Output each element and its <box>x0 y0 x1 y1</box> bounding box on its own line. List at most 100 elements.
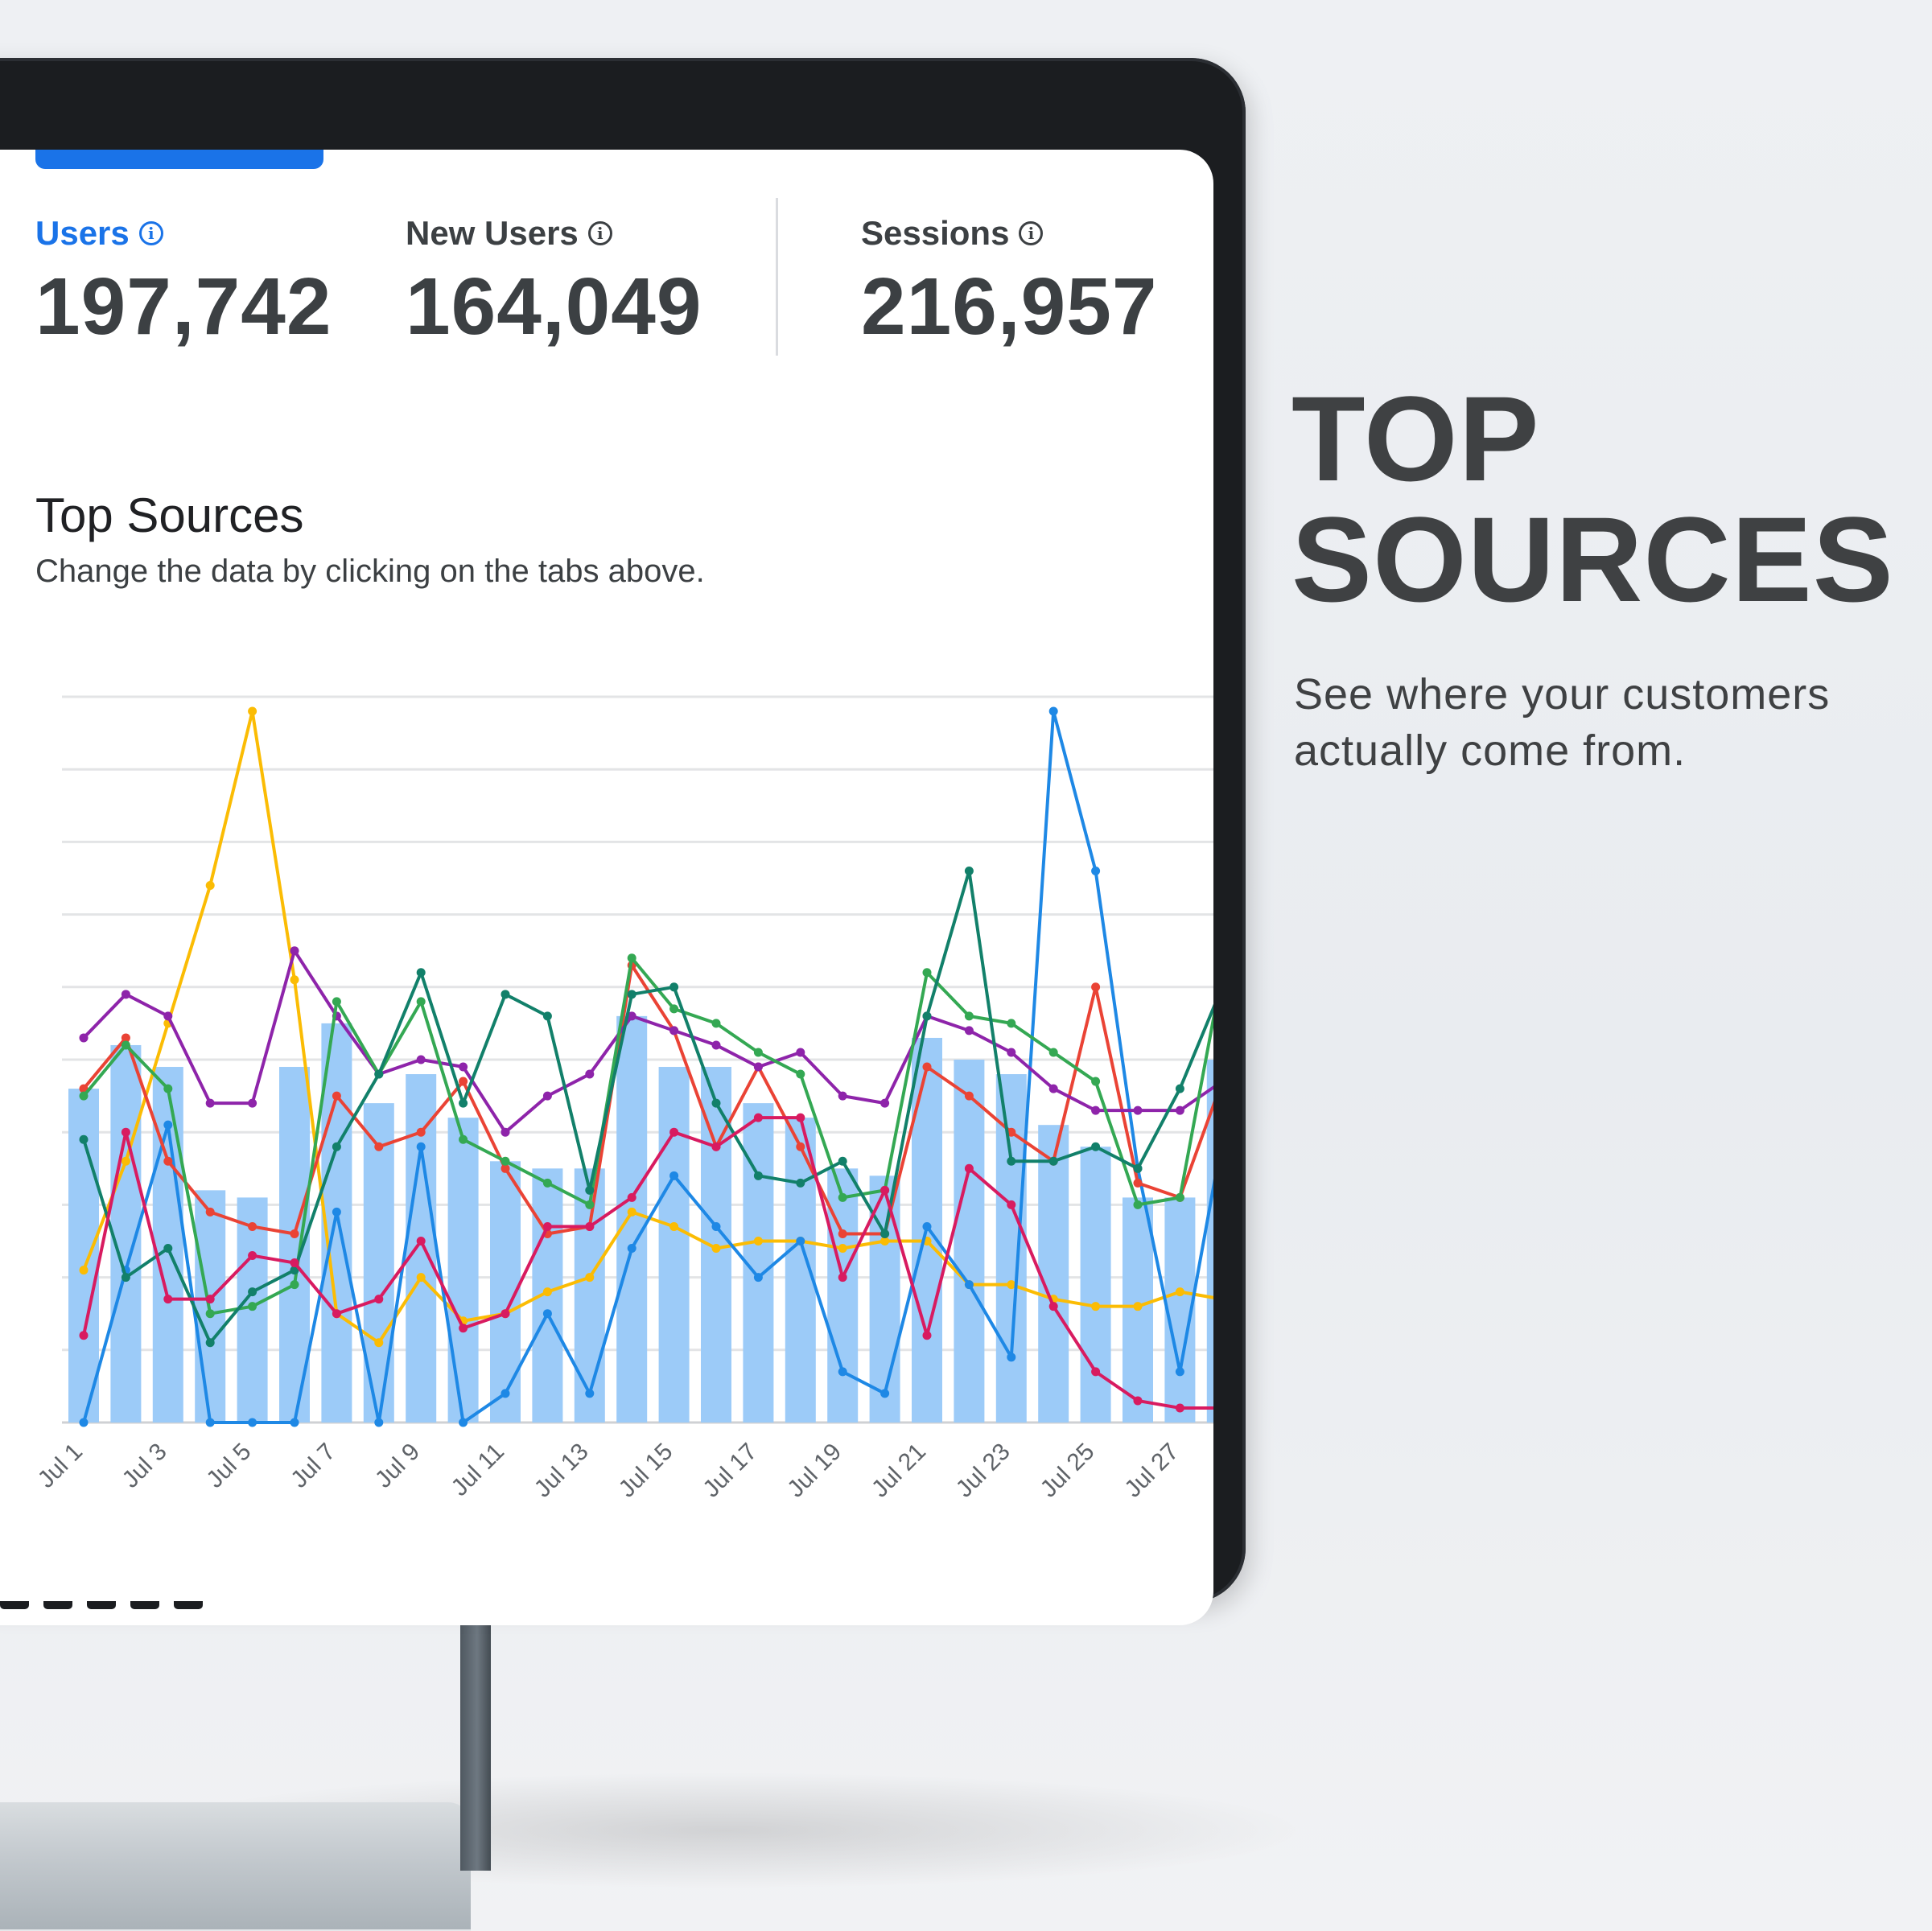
series-point <box>880 1237 890 1245</box>
series-point <box>880 1098 890 1108</box>
series-point <box>753 1062 763 1072</box>
x-tick-label: Jul 3 <box>117 1439 172 1493</box>
metric-label-sessions: Sessions i <box>861 214 1157 253</box>
series-point <box>585 1185 595 1195</box>
series-point <box>1007 1127 1016 1137</box>
series-point <box>964 1011 974 1021</box>
series-point <box>1048 706 1058 716</box>
series-point <box>753 1048 763 1057</box>
metric-users-label: Users <box>35 214 130 252</box>
monitor-button[interactable] <box>87 1601 116 1609</box>
series-point <box>248 1251 257 1261</box>
series-point <box>585 1200 595 1209</box>
series-point <box>1133 1163 1143 1173</box>
series-point <box>1007 1019 1016 1028</box>
bar <box>827 1168 859 1423</box>
series-point <box>964 866 974 875</box>
series-point <box>163 1295 173 1304</box>
series-point <box>796 1069 805 1079</box>
info-icon[interactable]: i <box>1019 221 1044 245</box>
x-tick-label: Jul 13 <box>529 1439 594 1503</box>
x-tick-label: Jul 7 <box>286 1439 340 1493</box>
series-point <box>416 1142 426 1151</box>
series-point <box>501 990 510 999</box>
series-line <box>82 710 1213 1344</box>
series-point <box>796 1237 805 1245</box>
series-point <box>248 1098 257 1108</box>
series-point <box>880 1389 890 1398</box>
monitor-button[interactable] <box>0 1601 29 1609</box>
series-point <box>416 997 426 1007</box>
metric-users[interactable]: Users i 197,742 <box>35 214 332 353</box>
series-point <box>1133 1396 1143 1406</box>
x-tick-label: Jul 23 <box>951 1439 1015 1503</box>
series-point <box>79 1134 89 1144</box>
metric-sessions-value: 216,957 <box>861 261 1158 352</box>
series-point <box>416 1055 426 1064</box>
series-point <box>542 1287 552 1297</box>
series-point <box>205 1309 215 1319</box>
series-point <box>711 1040 721 1050</box>
series-point <box>1091 1105 1101 1115</box>
series-line <box>82 869 1213 1344</box>
series-point <box>627 953 636 963</box>
monitor-button[interactable] <box>130 1601 159 1609</box>
series-point <box>964 1026 974 1035</box>
series-point <box>374 1295 384 1304</box>
series-point <box>922 1331 932 1340</box>
series-point <box>753 1237 763 1245</box>
series-point <box>290 1280 299 1290</box>
series-point <box>542 1091 552 1101</box>
series-point <box>79 1331 89 1340</box>
series-point <box>1048 1302 1058 1311</box>
series-point <box>669 982 679 992</box>
series-point <box>711 1221 721 1231</box>
series-point <box>121 1033 130 1043</box>
series-point <box>501 1127 510 1137</box>
monitor-buttons <box>0 1601 203 1609</box>
bar <box>1080 1147 1111 1423</box>
metric-new-users[interactable]: New Users i 164,049 <box>406 214 702 353</box>
series-point <box>248 1287 257 1297</box>
series-point <box>1091 982 1101 992</box>
bar <box>406 1074 437 1423</box>
series-point <box>416 1237 426 1245</box>
series-point <box>922 1221 932 1231</box>
series-point <box>459 1134 468 1144</box>
series-point <box>964 1280 974 1290</box>
series-point <box>121 1273 130 1283</box>
series-point <box>796 1113 805 1122</box>
series-point <box>1175 1367 1184 1377</box>
series-point <box>121 1127 130 1137</box>
series-line <box>82 1116 1213 1410</box>
series-point <box>838 1244 847 1254</box>
metric-sessions[interactable]: Sessions i 216,957 <box>861 214 1157 353</box>
series-point <box>753 1171 763 1180</box>
promo-title-line2: SOURCES <box>1291 492 1894 627</box>
x-tick-label: Jul 1 <box>33 1439 88 1493</box>
series-line <box>82 949 1213 1134</box>
info-icon[interactable]: i <box>138 221 163 245</box>
x-tick-label: Jul 17 <box>698 1439 762 1503</box>
series-point <box>542 1011 552 1021</box>
series-point <box>163 1244 173 1254</box>
series-point <box>880 1229 890 1238</box>
monitor-button[interactable] <box>174 1601 203 1609</box>
series-point <box>669 1004 679 1014</box>
series-point <box>1048 1048 1058 1057</box>
promo-title-line1: TOP <box>1291 371 1540 506</box>
series-point <box>964 1163 974 1173</box>
series-point <box>542 1309 552 1319</box>
x-tick-label: Jul 5 <box>201 1439 256 1493</box>
series-point <box>922 1062 932 1072</box>
series-point <box>922 968 932 978</box>
metric-new-users-label: New Users <box>406 214 579 252</box>
series-line <box>82 956 1213 1315</box>
metric-label-users: Users i <box>35 214 332 253</box>
series-point <box>459 1324 468 1333</box>
series-point <box>627 1011 636 1021</box>
series-line <box>82 963 1213 1236</box>
info-icon[interactable]: i <box>587 221 612 245</box>
series-point <box>459 1062 468 1072</box>
monitor-button[interactable] <box>43 1601 72 1609</box>
